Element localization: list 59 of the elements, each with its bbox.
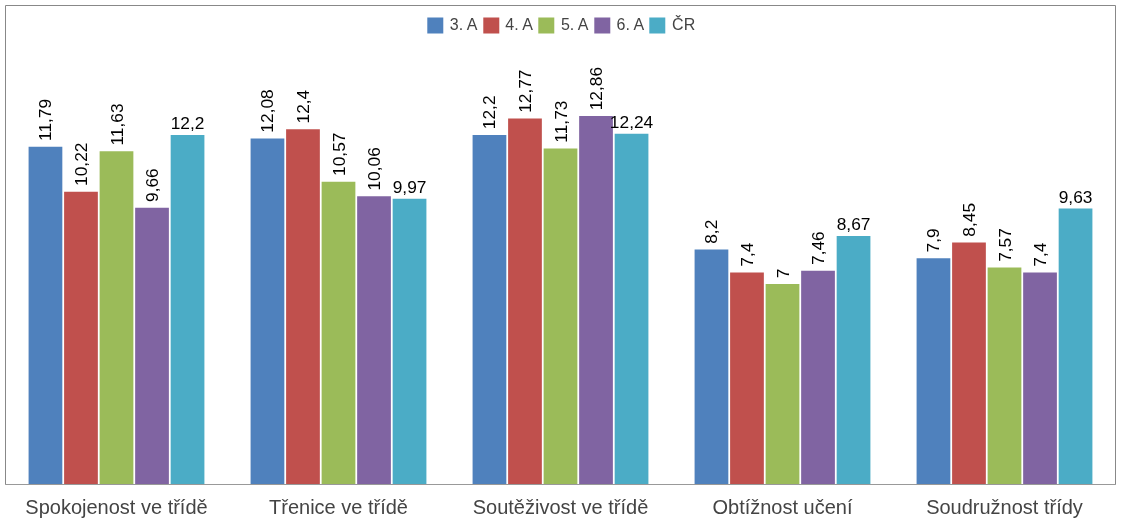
bar xyxy=(836,236,871,485)
bar xyxy=(1058,208,1093,485)
data-label: 12,2 xyxy=(479,95,500,130)
bar xyxy=(765,283,800,485)
data-label: 11,79 xyxy=(35,98,56,141)
data-label: 7,4 xyxy=(736,242,757,267)
bar xyxy=(135,207,169,485)
legend-label: 5. A xyxy=(560,16,589,34)
bar xyxy=(99,151,134,485)
data-label: 8,2 xyxy=(701,219,722,244)
data-label: 11,73 xyxy=(550,100,571,143)
bar xyxy=(472,134,507,485)
data-label: 7,46 xyxy=(808,231,829,266)
data-label: 9,63 xyxy=(1058,186,1093,207)
bar xyxy=(801,270,835,485)
legend-label: ČR xyxy=(672,16,696,34)
bar xyxy=(28,146,63,485)
bar xyxy=(614,133,649,485)
x-tick-label: Obtížnost učení xyxy=(712,495,853,518)
data-label: 11,63 xyxy=(106,103,127,146)
data-label: 7,4 xyxy=(1030,242,1051,267)
data-label: 8,67 xyxy=(836,214,871,235)
bar xyxy=(508,118,542,485)
x-tick-label: Soutěživost ve třídě xyxy=(472,495,649,518)
bar xyxy=(952,242,986,485)
bar xyxy=(286,129,320,485)
bar xyxy=(64,191,98,485)
data-label: 12,86 xyxy=(586,66,607,111)
data-label: 12,77 xyxy=(514,69,535,113)
bar xyxy=(392,198,427,485)
data-label: 7,57 xyxy=(994,228,1015,262)
bar xyxy=(730,272,764,485)
x-tick-label: Třenice ve třídě xyxy=(269,495,408,518)
x-tick-label: Spokojenost ve třídě xyxy=(25,495,208,518)
data-label: 10,06 xyxy=(364,147,385,191)
data-label: 7 xyxy=(772,268,793,279)
bar xyxy=(579,116,613,485)
bar xyxy=(321,181,356,485)
bar xyxy=(170,134,205,485)
bar xyxy=(1023,272,1057,485)
data-label: 7,9 xyxy=(923,228,944,253)
data-label: 12,08 xyxy=(257,89,278,133)
data-label: 9,97 xyxy=(392,177,427,198)
data-label: 9,66 xyxy=(142,168,163,202)
data-label: 10,22 xyxy=(70,142,91,186)
bar xyxy=(543,148,578,485)
bar xyxy=(250,138,285,485)
bar xyxy=(987,267,1022,485)
bar xyxy=(916,258,951,485)
bar xyxy=(357,196,391,485)
data-label: 12,2 xyxy=(170,113,205,134)
data-label: 8,45 xyxy=(958,202,979,237)
legend-label: 6. A xyxy=(616,16,645,34)
data-label: 10,57 xyxy=(328,132,349,176)
data-label: 12,4 xyxy=(292,89,313,124)
legend-label: 4. A xyxy=(505,16,533,34)
legend-label: 3. A xyxy=(449,16,478,34)
bar xyxy=(694,249,729,485)
x-tick-label: Soudružnost třídy xyxy=(926,495,1083,518)
